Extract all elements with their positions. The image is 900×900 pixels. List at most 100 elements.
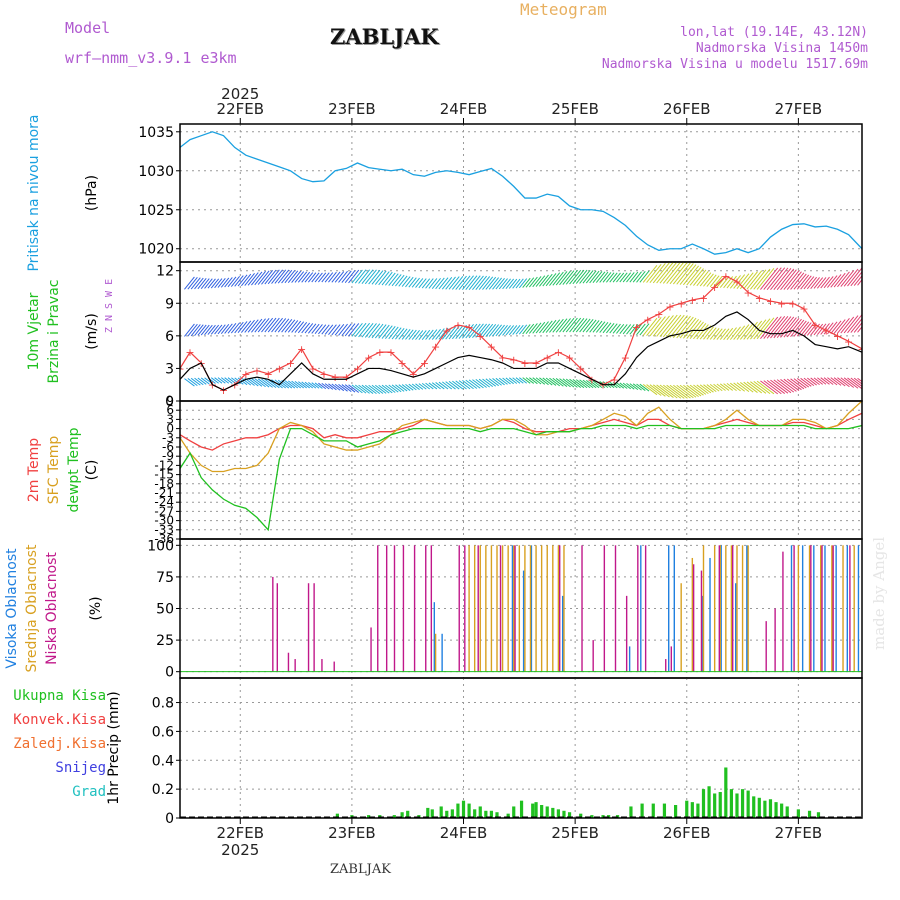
wind-barb [405,276,414,288]
wind-barb [545,319,557,333]
wind-barb [308,382,317,389]
wind-barb [676,384,694,399]
wind-barb [743,321,758,340]
y-tick-label: -12 [154,458,174,472]
wind-barb [632,271,642,283]
precip-bar [729,789,734,818]
wind-barb [287,320,299,333]
year-label-top: 2025 [221,85,259,103]
panel-temperature: -36-33-30-27-24-21-18-15-12-9-6-303692m … [26,394,863,546]
wind-barb [321,272,330,283]
gust-marker: + [554,346,563,359]
wind-barb [465,323,478,339]
wind-barb [378,271,390,286]
wind-barb [488,324,500,337]
wind-barb [559,270,571,286]
wind-barb [465,379,478,389]
wind-barb [639,270,650,283]
wind-barb [234,321,244,334]
wind-barb [190,377,201,386]
wind-barb [669,262,688,285]
wind-barb [535,377,546,385]
wind-barb [532,322,542,334]
wind-barb [709,327,720,340]
wind-barb [512,325,521,335]
panel-ylabel: Brzina i Pravac [46,280,62,384]
gust-marker: + [353,362,362,375]
wind-barb [445,326,456,340]
gust-marker: + [420,357,429,370]
wind-barb [806,323,818,336]
wind-barb [227,276,237,288]
wind-barb [529,377,538,385]
wind-barb [636,383,646,391]
wind-barb [508,325,518,336]
wind-barb [251,318,263,333]
wind-barb [485,276,497,290]
wind-barb [565,317,578,333]
precip-bar [489,810,494,818]
wind-barb [746,270,763,290]
wind-barb [251,378,263,387]
wind-barb [311,323,320,334]
wind-barb [385,384,396,393]
wind-barb [636,271,646,283]
wind-barb [301,381,310,389]
wind-barb [425,278,434,289]
precip-bar [531,803,535,818]
wind-barb [364,384,377,395]
wind-barb [703,326,714,340]
y-tick-label: 0.8 [152,696,174,712]
wind-barb [773,267,792,291]
wind-barb [525,377,535,384]
wind-barb [756,268,775,290]
gust-marker: + [319,368,328,381]
wind-barb [632,383,642,391]
gust-marker: + [643,314,652,327]
wind-barb [646,263,662,283]
wind-barb [786,378,802,391]
wind-barb [297,271,308,283]
wind-barb [770,315,789,339]
wind-barb [669,315,688,338]
wind-barb [411,383,420,390]
wind-barb [693,269,707,286]
wind-barb [411,330,420,340]
wind-barb [555,271,568,286]
wind-barb [602,322,612,334]
wind-barb [261,317,274,333]
wind-barb [790,319,805,338]
panel-ylabel: 10m Vjetar [26,292,42,370]
wind-barb [569,317,582,333]
precip-bar [735,793,739,818]
wind-barb [783,317,800,338]
wind-barb [659,384,678,399]
wind-barb [689,268,704,286]
y-tick-label: 0.6 [152,724,174,740]
wind-barb [505,377,514,385]
wind-barb [803,377,815,387]
y-tick-label: -3 [162,431,174,445]
wind-barb [277,318,290,333]
wind-barb [445,381,456,390]
plot-area-precip [180,767,862,818]
wind-barb [328,383,337,391]
precip-bar [796,809,800,818]
wind-barb [656,315,674,337]
wind-barb [699,384,712,394]
wind-barb [512,377,521,384]
wind-barb [713,275,723,288]
wind-barb [649,384,666,397]
wind-barb [415,330,424,340]
wind-barb [605,272,615,283]
wind-barb [331,271,341,283]
wind-barb [408,383,417,391]
wind-barb [629,271,639,283]
wind-barb [823,322,834,335]
wind-barb [351,322,363,337]
wind-barb [261,378,273,388]
wind-barb [274,318,287,333]
gust-marker: + [286,357,295,370]
wind-barb [217,278,226,288]
wind-barb [284,270,296,284]
